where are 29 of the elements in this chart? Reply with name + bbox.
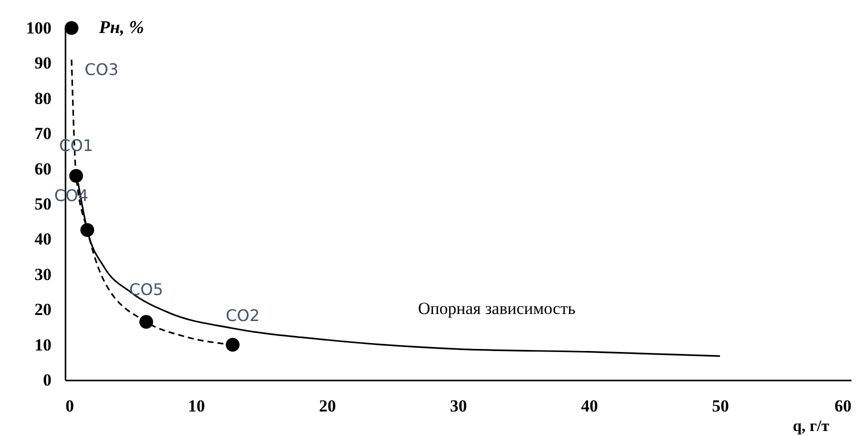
x-tick-label: 10 — [188, 396, 205, 416]
point — [139, 315, 154, 329]
y-tick-label: 40 — [34, 230, 52, 249]
y-tick-label: 70 — [34, 124, 52, 144]
y-tick-label: 20 — [34, 300, 52, 320]
y-tick-label: 30 — [34, 264, 52, 284]
y-tick-label: 10 — [34, 335, 52, 354]
x-tick-label: 40 — [581, 396, 598, 416]
point — [226, 338, 240, 352]
y-tick-label: 80 — [34, 88, 52, 108]
x-tick-label: 0 — [66, 396, 74, 416]
x-tick-label: 50 — [712, 396, 729, 416]
y-axis-title: Pн, % — [98, 17, 144, 37]
y-tick-label: 50 — [34, 194, 52, 214]
x-tick-label: 30 — [450, 396, 467, 416]
data-label: CO2 — [226, 306, 260, 325]
y-tick-label: 90 — [34, 54, 52, 73]
x-axis-title: q, г/т — [792, 418, 830, 435]
x-tick-label: 60 — [834, 396, 852, 416]
x-tick-label: 20 — [319, 396, 336, 416]
y-tick-label: 100 — [26, 18, 52, 38]
y-tick-label: 0 — [43, 370, 52, 390]
y-tick-label: 60 — [34, 159, 52, 178]
data-label: CO3 — [84, 60, 119, 79]
point — [80, 223, 94, 237]
point — [69, 168, 84, 183]
point — [64, 21, 78, 35]
data-label: CO5 — [129, 280, 164, 299]
series-label: Опорная зависимость — [418, 299, 576, 318]
